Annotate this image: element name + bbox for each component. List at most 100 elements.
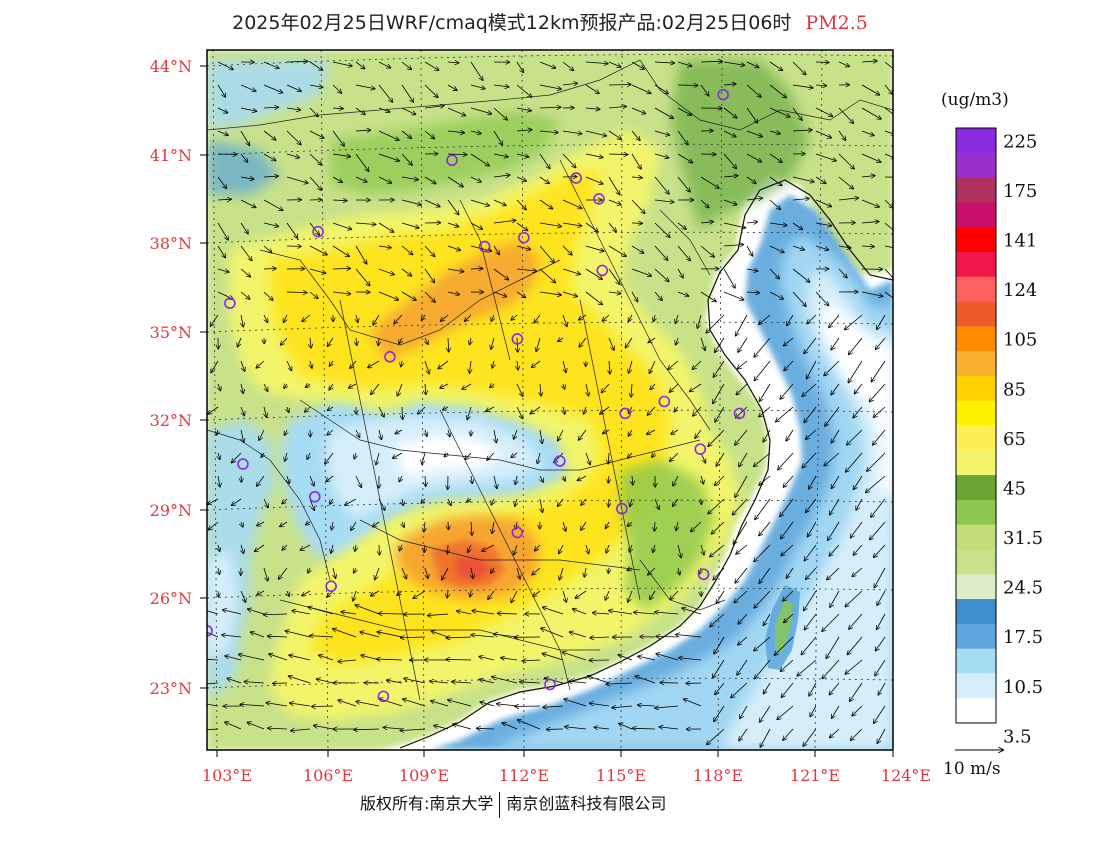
- wind-arrow: [847, 636, 863, 654]
- wind-arrow: [853, 475, 863, 489]
- wind-arrow: [579, 429, 587, 440]
- pollutant-label: PM2.5: [805, 12, 868, 34]
- wind-arrow: [448, 700, 472, 707]
- wind-arrow: [477, 728, 495, 729]
- wind-arrow: [746, 292, 759, 293]
- wind-arrow: [707, 728, 725, 744]
- colorbar-label: 17.5: [1003, 627, 1043, 648]
- wind-arrow: [263, 222, 278, 226]
- wind-arrow: [852, 567, 863, 576]
- wind-arrow: [280, 521, 288, 527]
- wind-arrow: [225, 656, 242, 661]
- wind-arrow: [377, 632, 403, 638]
- colorbar-label: 45: [1003, 478, 1026, 499]
- wind-arrow: [217, 84, 225, 97]
- wind-arrow: [285, 631, 311, 638]
- wind-arrow: [804, 337, 817, 353]
- wind-arrow: [217, 130, 228, 135]
- wind-arrow: [285, 452, 287, 461]
- wind-arrow: [784, 337, 794, 346]
- colorbar-labels: 225 175 141 124 105 85 65 45 31.5 24.5 17.5 10.5 3.5: [1003, 131, 1043, 747]
- wind-arrow: [778, 452, 794, 470]
- wind-arrow: [754, 544, 771, 561]
- wind-arrow: [351, 521, 357, 530]
- wind-arrow: [349, 383, 357, 388]
- wind-arrow: [241, 544, 244, 553]
- wind-arrow: [289, 655, 311, 661]
- wind-arrow: [746, 130, 762, 137]
- colorbar-swatch: [956, 524, 996, 550]
- wind-arrow: [852, 705, 863, 716]
- company-name: 南京创蓝科技有限公司: [506, 794, 667, 813]
- lon-label-112: 112°E: [499, 766, 549, 785]
- wind-arrow: [539, 131, 558, 133]
- wind-arrow: [424, 291, 435, 302]
- wind-arrow: [399, 475, 402, 482]
- wind-arrow: [676, 521, 678, 530]
- colorbar-label: 24.5: [1003, 578, 1043, 599]
- wind-arrow: [309, 245, 327, 255]
- wind-arrow: [861, 199, 879, 207]
- wind-arrow: [207, 728, 219, 731]
- wind-arrow: [585, 222, 598, 232]
- wind-arrow: [585, 62, 608, 64]
- wind-arrow: [746, 153, 761, 162]
- wind-arrow: [332, 153, 350, 157]
- wind-arrow: [815, 153, 836, 161]
- wind-arrow: [585, 130, 606, 136]
- wind-arrow: [453, 724, 472, 730]
- wind-arrow: [356, 337, 357, 345]
- wind-arrow: [562, 153, 576, 168]
- copyright-footer: 版权所有:南京大学 南京创蓝科技有限公司: [360, 790, 666, 818]
- wind-arrow: [514, 429, 518, 439]
- wind-arrow: [801, 636, 817, 655]
- wind-arrow: [240, 177, 254, 179]
- wind-arrow: [605, 590, 610, 600]
- wind-arrow: [240, 245, 252, 260]
- wind-arrow: [780, 498, 794, 516]
- wind-arrow: [447, 154, 467, 155]
- station-marker: [446, 154, 458, 167]
- wind-arrow: [471, 475, 472, 483]
- wind-arrow: [327, 590, 334, 597]
- wind-arrow: [700, 84, 709, 96]
- colorbar-swatch: [956, 351, 996, 377]
- colorbar-frame: [955, 127, 997, 724]
- wind-arrow: [792, 199, 809, 200]
- wind-arrow: [562, 83, 577, 85]
- wind-arrow: [558, 338, 564, 341]
- station-marker: [312, 225, 324, 238]
- wind-arrow: [654, 521, 655, 531]
- wind-arrow: [759, 475, 771, 485]
- colorbar-swatch: [956, 251, 996, 278]
- wind-arrow: [759, 521, 771, 535]
- wind-arrow: [255, 544, 265, 551]
- wind-arrow: [786, 567, 794, 578]
- wind-arrow: [647, 429, 656, 434]
- wind-arrow: [438, 360, 449, 369]
- wind-arrow: [806, 498, 817, 512]
- wind-arrow: [264, 614, 288, 615]
- wind-arrow: [263, 61, 279, 68]
- station-marker: [619, 407, 631, 420]
- wind-arrow: [539, 199, 552, 209]
- wind-arrow: [373, 521, 380, 527]
- wind-arrow: [638, 705, 656, 706]
- wind-arrow: [677, 107, 691, 115]
- station-marker: [570, 172, 582, 184]
- lon-label-106: 106°E: [303, 766, 353, 785]
- wind-arrow: [240, 360, 245, 371]
- wind-arrow: [562, 268, 580, 274]
- wind-arrow: [378, 268, 394, 275]
- lat-label-41: 41°N: [150, 146, 192, 165]
- wind-arrow: [401, 199, 421, 205]
- wind-arrow: [217, 429, 218, 435]
- wind-arrow: [792, 222, 802, 229]
- wind-arrow: [829, 314, 840, 328]
- wind-arrow: [654, 84, 668, 94]
- northwest-blue-blob: [207, 140, 280, 195]
- wind-arrow: [608, 475, 609, 483]
- wind-arrow: [309, 107, 318, 117]
- wind-arrow: [714, 705, 725, 721]
- wind-arrow: [470, 107, 491, 114]
